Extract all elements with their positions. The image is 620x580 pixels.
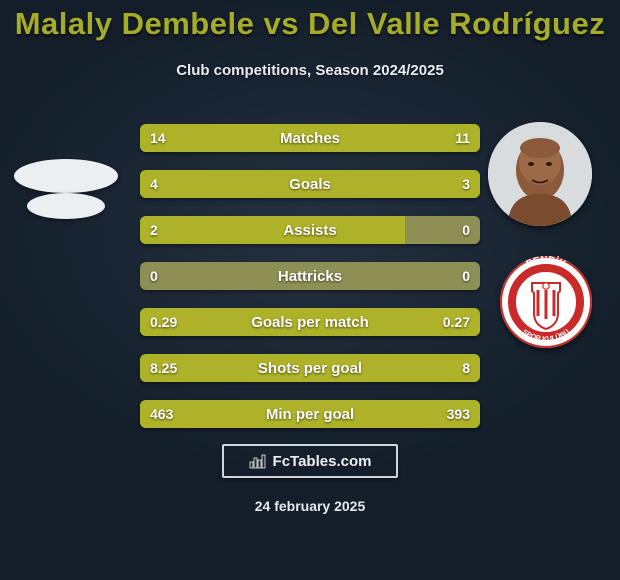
stat-fill-right [324,400,480,428]
right-club-logo: PENDİK SPOR KULÜBÜ [500,256,592,348]
left-club-logo [12,176,120,236]
comparison-bars: 1411Matches43Goals20Assists00Hattricks0.… [140,124,480,428]
stat-fill-left [140,400,324,428]
stat-fill-right [317,308,480,336]
stat-fill-left [140,216,405,244]
stat-fill-left [140,354,313,382]
stat-fill-left [140,170,334,198]
stat-label: Hattricks [140,262,480,290]
right-player-photo [488,122,592,226]
stat-fill-right [334,170,480,198]
placeholder-oval-icon [27,193,105,219]
pendik-badge-icon: PENDİK SPOR KULÜBÜ [500,256,592,348]
stat-row: 0 0Hattricks [140,262,480,290]
stat-value-right: 0 [462,262,470,290]
comparison-subtitle: Club competitions, Season 2024/2025 [0,62,620,79]
stat-row: 463393Min per goal [140,400,480,428]
fctables-brand[interactable]: FcTables.com [222,444,398,478]
stat-value-left: 0 [150,262,158,290]
stat-row: 0.290.27Goals per match [140,308,480,336]
player-headshot-icon [488,122,592,226]
stat-row: 20Assists [140,216,480,244]
stat-fill-left [140,124,330,152]
stat-fill-left [140,308,317,336]
stat-row: 1411Matches [140,124,480,152]
brand-text: FcTables.com [273,453,372,470]
stat-row: 43Goals [140,170,480,198]
comparison-title: Malaly Dembele vs Del Valle Rodríguez [0,6,620,42]
barchart-icon [249,452,267,470]
stat-fill-right [330,124,480,152]
stat-row: 8.258Shots per goal [140,354,480,382]
snapshot-date: 24 february 2025 [0,498,620,514]
stat-fill-right [313,354,480,382]
stat-value-right: 0 [462,216,470,244]
